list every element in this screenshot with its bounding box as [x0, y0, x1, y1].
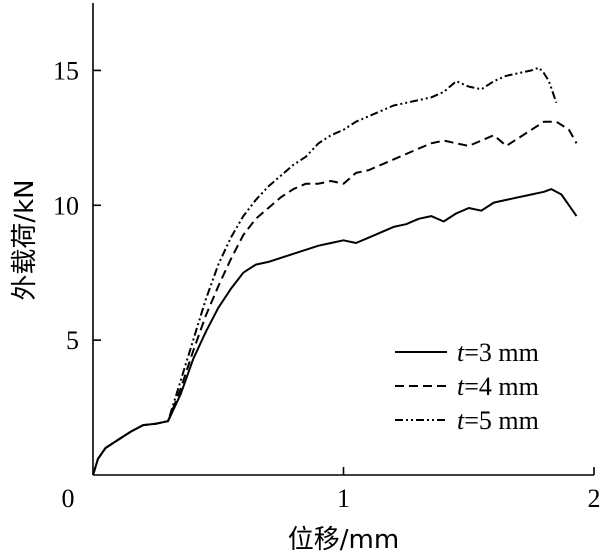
legend-label-3: t=5 mm: [457, 406, 539, 435]
legend: t=3 mm t=4 mm t=5 mm: [395, 338, 539, 435]
y-tick-label: 15: [53, 56, 79, 85]
legend-label-1: t=3 mm: [457, 338, 539, 367]
x-axis-ticks: 0 1 2: [62, 467, 601, 513]
series-line-1: [92, 188, 578, 476]
series-lines: [92, 66, 578, 476]
x-tick-label: 1: [337, 484, 350, 513]
x-tick-label: 0: [62, 484, 75, 513]
series-line-3: [92, 66, 558, 476]
x-tick-label: 2: [588, 484, 601, 513]
legend-label-2: t=4 mm: [457, 372, 539, 401]
axes: [92, 3, 594, 476]
y-tick-label: 5: [66, 326, 79, 355]
y-axis-ticks: 5 10 15: [53, 56, 101, 355]
y-axis-title: 外载荷/kN: [10, 179, 40, 300]
series-line-2: [92, 120, 578, 476]
x-axis-title: 位移/mm: [288, 525, 399, 555]
y-tick-label: 10: [53, 191, 79, 220]
